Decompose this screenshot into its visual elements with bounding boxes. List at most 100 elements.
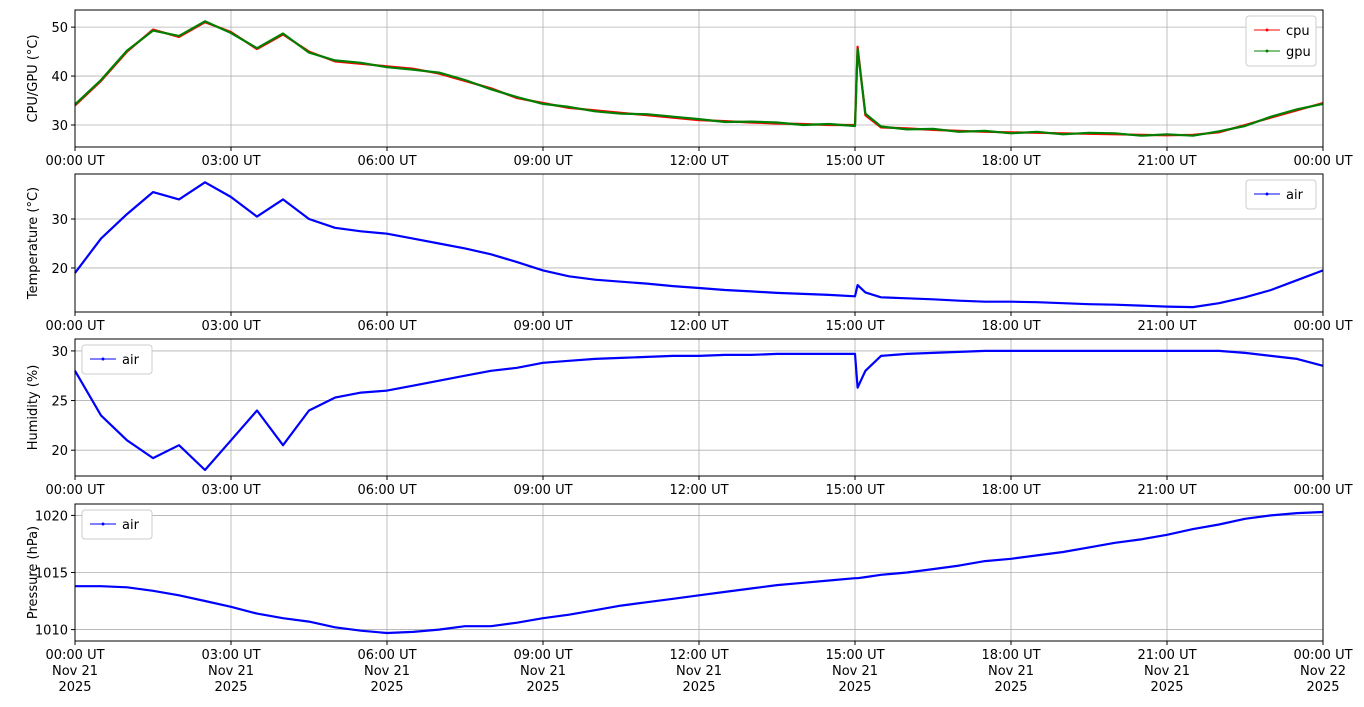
x-tick-label-line: 15:00 UT bbox=[825, 648, 884, 663]
x-tick-label: 09:00 UT bbox=[513, 154, 572, 169]
x-tick-label: 03:00 UT bbox=[201, 319, 260, 334]
axes-frame bbox=[74, 173, 1324, 313]
y-tick-label: 1015 bbox=[35, 567, 68, 582]
x-tick-label: 03:00 UT Nov 21 2025 bbox=[201, 648, 260, 695]
x-tick-label-line: 2025 bbox=[1306, 680, 1339, 695]
x-tick-label-line: 06:00 UT bbox=[357, 648, 416, 663]
legend-marker bbox=[1265, 192, 1269, 196]
y-tick-label: 50 bbox=[51, 21, 68, 36]
x-tick-label: 00:00 UT Nov 21 2025 bbox=[45, 648, 104, 695]
y-axis-label: CPU/GPU (°C) bbox=[26, 34, 41, 122]
x-tick-label: 06:00 UT bbox=[357, 483, 416, 498]
legend-marker bbox=[1265, 28, 1269, 32]
legend-marker bbox=[101, 357, 105, 361]
x-tick-label-line: 00:00 UT bbox=[45, 648, 104, 663]
x-tick-label: 06:00 UT bbox=[357, 154, 416, 169]
legend-box bbox=[81, 344, 153, 375]
x-tick-label: 18:00 UT bbox=[981, 154, 1040, 169]
legend-label: gpu bbox=[1286, 45, 1311, 60]
legend-marker bbox=[1265, 49, 1269, 53]
x-tick-label-line: 00:00 UT bbox=[1293, 648, 1352, 663]
x-tick-label-line: 21:00 UT bbox=[1137, 648, 1196, 663]
y-tick-label: 30 bbox=[51, 213, 68, 228]
x-tick-label-line: 2025 bbox=[994, 680, 1027, 695]
y-tick-label: 20 bbox=[51, 262, 68, 277]
legend-label: air bbox=[122, 518, 140, 533]
axes-frame bbox=[74, 503, 1324, 642]
x-tick-label-line: Nov 21 bbox=[208, 664, 254, 679]
x-tick-label: 12:00 UT bbox=[669, 319, 728, 334]
legend-box bbox=[1245, 179, 1317, 210]
y-axis-label: Pressure (hPa) bbox=[26, 526, 41, 619]
x-tick-label: 00:00 UT bbox=[45, 483, 104, 498]
x-tick-label-line: Nov 21 bbox=[1144, 664, 1190, 679]
y-tick-label: 40 bbox=[51, 70, 68, 85]
x-tick-label: 03:00 UT bbox=[201, 483, 260, 498]
legend-box bbox=[81, 509, 153, 540]
x-tick-label: 06:00 UT Nov 21 2025 bbox=[357, 648, 416, 695]
x-tick-label: 09:00 UT bbox=[513, 319, 572, 334]
x-tick-label: 15:00 UT bbox=[825, 483, 884, 498]
legend-box bbox=[1245, 15, 1317, 67]
x-tick-label-line: 2025 bbox=[1150, 680, 1183, 695]
subplot: 00:00 UT 03:00 UT 06:00 UT 09:00 UT 12:00 UT… bbox=[26, 9, 1353, 169]
x-tick-label: 00:00 UT bbox=[45, 154, 104, 169]
x-tick-label-line: Nov 21 bbox=[364, 664, 410, 679]
x-tick-label-line: 12:00 UT bbox=[669, 648, 728, 663]
x-tick-label: 00:00 UT bbox=[1293, 319, 1352, 334]
x-tick-label: 21:00 UT Nov 21 2025 bbox=[1137, 648, 1196, 695]
x-tick-label: 21:00 UT bbox=[1137, 319, 1196, 334]
y-axis-label: Temperature (°C) bbox=[26, 187, 41, 300]
x-tick-label: 18:00 UT bbox=[981, 483, 1040, 498]
legend-label: cpu bbox=[1286, 24, 1310, 39]
data-line bbox=[74, 20, 1324, 137]
y-tick-label: 20 bbox=[51, 444, 68, 459]
x-tick-label-line: Nov 21 bbox=[520, 664, 566, 679]
x-tick-label: 21:00 UT bbox=[1137, 154, 1196, 169]
x-tick-label: 00:00 UT bbox=[1293, 154, 1352, 169]
x-tick-label: 09:00 UT bbox=[513, 483, 572, 498]
axes-frame bbox=[74, 338, 1324, 477]
y-tick-label: 1020 bbox=[35, 509, 68, 524]
subplot: 00:00 UT 03:00 UT 06:00 UT 09:00 UT 12:00 UT… bbox=[26, 338, 1353, 498]
legend-label: air bbox=[1286, 188, 1304, 203]
x-tick-label: 15:00 UT Nov 21 2025 bbox=[825, 648, 884, 695]
subplot: 00:00 UT 03:00 UT 06:00 UT 09:00 UT 12:00 UT… bbox=[26, 173, 1353, 334]
x-tick-label-line: 2025 bbox=[370, 680, 403, 695]
axes-frame bbox=[74, 9, 1324, 148]
x-tick-label: 18:00 UT bbox=[981, 319, 1040, 334]
x-tick-label: 12:00 UT bbox=[669, 154, 728, 169]
x-tick-label: 12:00 UT bbox=[669, 483, 728, 498]
data-line bbox=[74, 349, 1324, 472]
x-tick-label: 21:00 UT bbox=[1137, 483, 1196, 498]
legend-marker bbox=[101, 522, 105, 526]
x-tick-label-line: Nov 21 bbox=[988, 664, 1034, 679]
x-tick-label: 00:00 UT bbox=[45, 319, 104, 334]
x-tick-label-line: 2025 bbox=[58, 680, 91, 695]
x-tick-label-line: 2025 bbox=[214, 680, 247, 695]
x-tick-label: 18:00 UT Nov 21 2025 bbox=[981, 648, 1040, 695]
y-tick-label: 30 bbox=[51, 345, 68, 360]
x-tick-label: 12:00 UT Nov 21 2025 bbox=[669, 648, 728, 695]
x-tick-label: 09:00 UT Nov 21 2025 bbox=[513, 648, 572, 695]
x-tick-label-line: 18:00 UT bbox=[981, 648, 1040, 663]
legend-label: air bbox=[122, 353, 140, 368]
x-tick-label-line: Nov 21 bbox=[832, 664, 878, 679]
x-tick-label-line: 03:00 UT bbox=[201, 648, 260, 663]
x-tick-label-line: Nov 21 bbox=[676, 664, 722, 679]
x-tick-label-line: Nov 21 bbox=[52, 664, 98, 679]
x-tick-label: 06:00 UT bbox=[357, 319, 416, 334]
x-tick-label: 00:00 UT bbox=[1293, 483, 1352, 498]
x-tick-label-line: 09:00 UT bbox=[513, 648, 572, 663]
y-axis-label: Humidity (%) bbox=[26, 365, 41, 451]
x-tick-label: 00:00 UT Nov 22 2025 bbox=[1293, 648, 1352, 695]
x-tick-label-line: Nov 22 bbox=[1300, 664, 1346, 679]
x-tick-label: 03:00 UT bbox=[201, 154, 260, 169]
x-tick-label-line: 2025 bbox=[526, 680, 559, 695]
data-line bbox=[75, 510, 1324, 635]
x-tick-label-line: 2025 bbox=[838, 680, 871, 695]
y-tick-label: 25 bbox=[51, 395, 68, 410]
x-tick-label: 15:00 UT bbox=[825, 319, 884, 334]
